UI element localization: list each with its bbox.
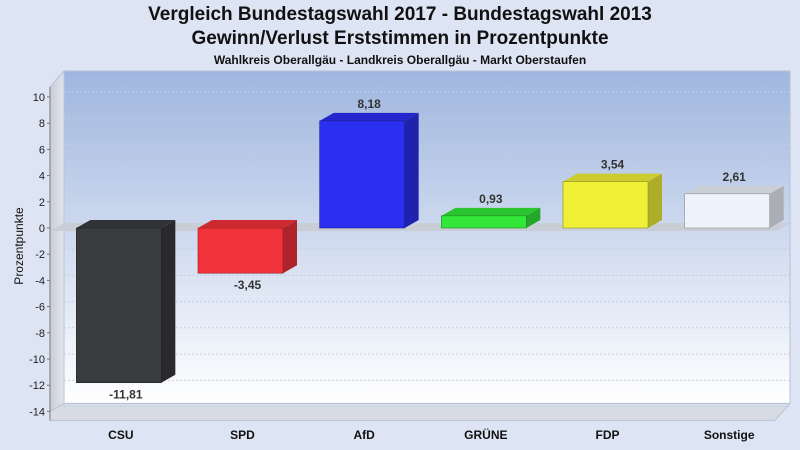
plot-back-wall bbox=[63, 70, 791, 404]
bar-front bbox=[76, 227, 162, 384]
bar-side bbox=[769, 185, 784, 228]
bar bbox=[562, 173, 662, 229]
bar-side bbox=[283, 220, 297, 274]
category-label: FDP bbox=[596, 428, 620, 442]
bar bbox=[319, 112, 419, 229]
bar-top bbox=[76, 220, 176, 228]
bar bbox=[684, 185, 784, 229]
value-label: 8,18 bbox=[357, 97, 381, 111]
y-tick-label: -2 bbox=[35, 249, 45, 261]
y-tick-label: 6 bbox=[39, 144, 45, 156]
y-tick-label: 2 bbox=[39, 197, 45, 209]
bar-top bbox=[441, 207, 541, 216]
bar-top bbox=[563, 173, 662, 182]
bar-front bbox=[684, 193, 770, 229]
chart-subtitle: Gewinn/Verlust Erststimmen in Prozentpun… bbox=[191, 28, 609, 49]
value-label: -11,81 bbox=[109, 388, 143, 402]
chart-title: Vergleich Bundestagswahl 2017 - Bundesta… bbox=[148, 4, 652, 25]
category-label: AfD bbox=[354, 428, 376, 442]
bar-side bbox=[404, 112, 419, 228]
bar bbox=[76, 220, 176, 384]
bar-side bbox=[526, 207, 541, 228]
y-tick-label: -6 bbox=[35, 302, 45, 314]
y-tick-label: -12 bbox=[29, 380, 45, 392]
value-label: 2,61 bbox=[722, 170, 746, 184]
bar bbox=[441, 207, 541, 229]
y-axis: 10 8 6 4 2 0 -2 -4 -6 -8 -10 -12 -14 bbox=[29, 87, 51, 421]
bar-side bbox=[648, 173, 662, 228]
bar-top bbox=[684, 185, 784, 194]
value-label: 0,93 bbox=[479, 192, 503, 206]
plot-side-wall bbox=[49, 69, 65, 413]
y-tick-label: -14 bbox=[29, 406, 45, 418]
bars bbox=[76, 112, 784, 384]
bar-front bbox=[197, 227, 284, 274]
bar-front bbox=[562, 181, 649, 229]
y-tick-label: 10 bbox=[33, 92, 45, 104]
y-tick-label: -10 bbox=[29, 354, 45, 366]
labels: -11,81 CSU -3,45 SPD 8,18 AfD 0,93 GRÜNE 3,54 FDP… bbox=[108, 97, 755, 442]
category-label: CSU bbox=[108, 428, 133, 442]
y-axis-label: Prozentpunkte bbox=[12, 207, 26, 285]
bar bbox=[197, 220, 297, 274]
category-label: Sonstige bbox=[704, 428, 755, 442]
bar-top bbox=[198, 220, 297, 228]
y-tick-label: 0 bbox=[39, 223, 45, 235]
category-label: GRÜNE bbox=[464, 427, 507, 442]
bar-front bbox=[319, 120, 405, 229]
y-tick-label: 8 bbox=[39, 118, 45, 130]
plot-background bbox=[49, 69, 792, 421]
value-label: 3,54 bbox=[601, 158, 625, 172]
bar-side bbox=[161, 220, 176, 383]
y-tick-label: 4 bbox=[39, 171, 45, 183]
bar-front bbox=[441, 215, 527, 229]
value-label: -3,45 bbox=[234, 278, 262, 292]
y-tick-label: -4 bbox=[35, 275, 45, 287]
chart-caption: Wahlkreis Oberallgäu - Landkreis Oberall… bbox=[213, 53, 587, 67]
y-tick-label: -8 bbox=[35, 328, 45, 340]
category-label: SPD bbox=[230, 428, 255, 442]
bar-top bbox=[319, 112, 419, 121]
